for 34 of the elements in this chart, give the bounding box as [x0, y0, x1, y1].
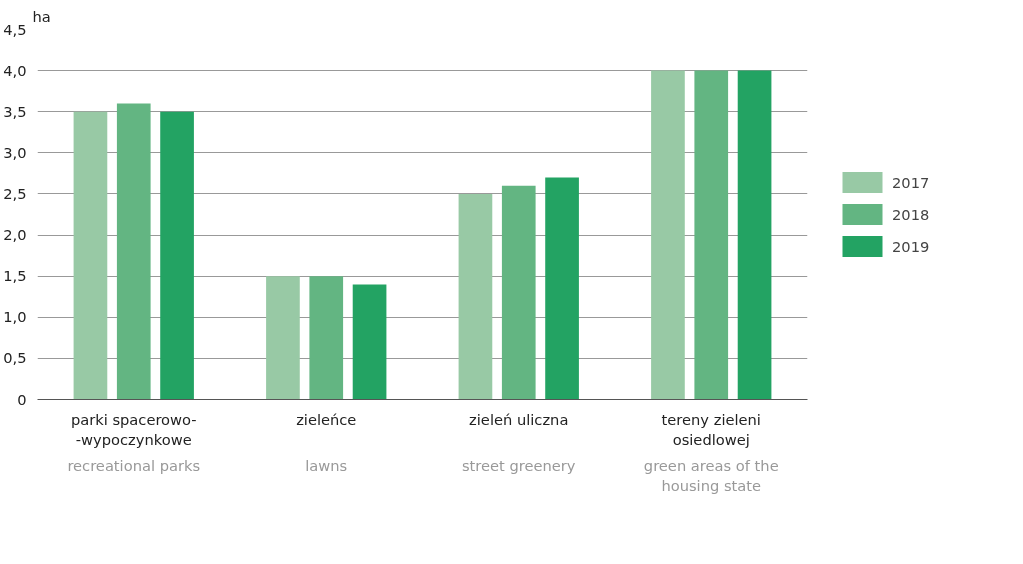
bar: [116, 103, 151, 400]
y-tick-label: 2,0: [3, 226, 27, 244]
bar: [501, 185, 536, 400]
bar: [73, 111, 108, 400]
legend-label: 2019: [892, 237, 930, 255]
x-tick-label: parki spacerowo- -wypoczynkowe: [70, 410, 197, 448]
y-tick-label: 3,0: [3, 143, 27, 161]
x-tick-label: tereny zieleni osiedlowej: [661, 410, 761, 448]
text: lawns: [305, 456, 348, 474]
text: recreational parks: [67, 456, 201, 474]
y-tick-label: 2,5: [3, 184, 27, 202]
bar: [651, 70, 685, 400]
bar: [266, 276, 300, 400]
bar: [737, 70, 772, 400]
y-tick-label: 3,5: [3, 102, 27, 120]
y-tick-label: 4,0: [3, 61, 27, 79]
bar: [309, 276, 344, 400]
y-tick-label: 0,5: [3, 349, 27, 367]
text: street greenery: [461, 456, 576, 474]
y-tick-label: 1,5: [3, 267, 27, 285]
bar: [352, 284, 387, 400]
x-tick-label: zieleńce: [296, 410, 357, 428]
bar: [545, 177, 579, 400]
bar: [160, 111, 194, 400]
bar: [694, 70, 729, 400]
y-tick-label: 0: [17, 390, 27, 408]
y-tick-label: 1,0: [3, 308, 27, 326]
legend-label: 2017: [892, 173, 930, 191]
y-tick-label: 4,5: [3, 20, 27, 38]
bar: [458, 193, 493, 400]
legend-label: 2018: [892, 205, 930, 223]
y-axis-title: ha: [32, 7, 51, 25]
x-tick-label: zieleń uliczna: [469, 410, 569, 428]
text: green areas of the housing state: [643, 456, 779, 494]
